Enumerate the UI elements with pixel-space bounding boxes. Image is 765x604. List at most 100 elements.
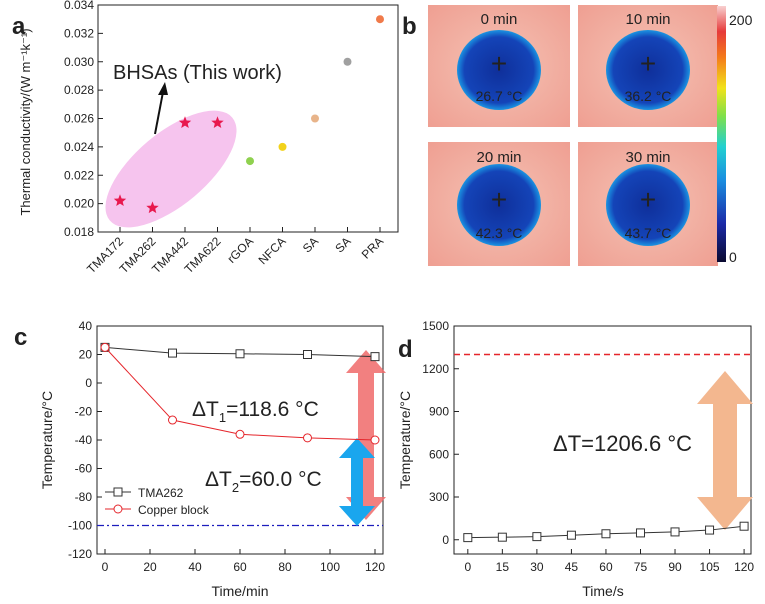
annotation-arrowhead — [158, 82, 168, 95]
thermal-frame-1: 10 min + 36.2 °C — [578, 5, 718, 127]
x-tick-label: 120 — [734, 560, 754, 574]
crosshair-icon: + — [640, 184, 656, 215]
frame-time-label: 10 min — [625, 11, 670, 28]
frame-time-label: 30 min — [625, 149, 670, 166]
y-tick-label: -20 — [75, 405, 93, 419]
y-tick-label: 1500 — [422, 319, 449, 333]
cold-spot — [457, 30, 541, 110]
data-point-square — [168, 348, 177, 358]
x-axis-label-c: Time/min — [211, 583, 268, 599]
x-tick-label: 20 — [143, 560, 157, 574]
colorbar-max-label: 200 — [729, 12, 753, 28]
x-tick-label: 90 — [668, 560, 682, 574]
data-point-dot — [311, 114, 319, 123]
annotation-arrow — [154, 91, 164, 135]
x-tick-label: NFCA — [256, 234, 289, 267]
x-tick-label: 30 — [530, 560, 544, 574]
data-point-square — [235, 349, 245, 359]
frame-temperature-label: 26.7 °C — [476, 88, 523, 104]
colorbar-min-label: 0 — [729, 249, 737, 265]
x-tick-label: 0 — [102, 560, 109, 574]
thermal-frame-3: 30 min + 43.7 °C — [578, 142, 718, 266]
y-tick-label: -60 — [75, 462, 93, 476]
data-point-square — [463, 533, 473, 543]
y-tick-label: 40 — [79, 319, 93, 333]
x-axis-label-d: Time/s — [582, 583, 623, 599]
delta-t-arrow — [697, 371, 753, 530]
data-point-square — [566, 530, 576, 540]
panel-label-b: b — [402, 13, 417, 40]
plot-frame-d — [453, 325, 752, 555]
highlight-ellipse — [105, 110, 237, 228]
panel-d: d 0 300 600 900 1200 1500 0 15 30 45 60 75 90 105 120… — [397, 319, 754, 599]
data-point-star — [113, 194, 127, 206]
x-tick-label: 120 — [365, 560, 385, 574]
svg-text:TMA262: TMA262 — [138, 486, 184, 500]
x-tick-label: 105 — [700, 560, 720, 574]
x-tick-label: SA — [332, 234, 353, 255]
panel-label-d: d — [398, 336, 413, 363]
frame-temperature-label: 42.3 °C — [476, 225, 523, 241]
legend-item-copper-block: Copper block — [105, 503, 210, 517]
delta-t1-arrow — [346, 350, 386, 520]
y-tick-label: 0 — [442, 533, 449, 547]
series-d — [463, 521, 749, 543]
data-point-circle — [370, 435, 380, 445]
data-point-circle — [235, 429, 245, 439]
data-points-a — [113, 15, 384, 214]
cold-spot — [457, 164, 541, 246]
thermal-frame-0: 0 min + 26.7 °C — [428, 5, 570, 127]
y-axis-label-d: Temperature/°C — [397, 391, 413, 489]
series-c — [100, 342, 380, 445]
data-point-star — [178, 116, 192, 128]
panel-b: b 0 min + 26.7 °C 10 min + 36.2 °C 20 mi… — [402, 5, 753, 266]
panel-a: a 0.0180.0200.0220.0240.0260.0280.0300.0… — [12, 0, 399, 276]
x-tick-label: PRA — [359, 234, 386, 261]
data-point-square — [739, 521, 749, 531]
data-point-star — [146, 201, 159, 214]
data-point-square — [370, 352, 380, 362]
y-tick-label: 0.024 — [64, 140, 94, 154]
y-tick-label: 0.022 — [64, 168, 94, 182]
y-tick-label: 300 — [429, 490, 449, 504]
y-tick-label: -80 — [75, 490, 93, 504]
crosshair-icon: + — [640, 48, 656, 79]
cold-spot — [606, 164, 690, 246]
cold-spot — [606, 30, 690, 110]
delta-t2-arrow — [339, 438, 375, 526]
y-tick-label: 20 — [79, 348, 93, 362]
data-point-square — [601, 529, 611, 539]
panel-label-c: c — [14, 324, 27, 351]
x-axis-d: 0 15 30 45 60 75 90 105 120 — [464, 549, 754, 574]
data-point-star — [211, 116, 224, 128]
x-tick-label: 80 — [278, 560, 292, 574]
panel-label-a: a — [12, 13, 26, 40]
svg-text:Copper block: Copper block — [138, 503, 210, 517]
frame-temperature-label: 36.2 °C — [625, 88, 672, 104]
data-point-square — [532, 532, 542, 542]
y-tick-label: -100 — [68, 519, 92, 533]
y-axis-c: -120 -100 -80 -60 -40 -20 0 20 40 — [68, 319, 102, 561]
y-tick-label: 0.020 — [64, 197, 94, 211]
y-tick-label: 1200 — [422, 362, 449, 376]
data-point-dot — [278, 142, 287, 151]
x-tick-label: 0 — [464, 560, 471, 574]
panel-c: c -120 -100 -80 -60 -40 -20 0 20 40 0 20 40 60 80 100… — [14, 319, 386, 599]
legend-c: TMA262 Copper block — [105, 486, 210, 517]
y-tick-label: 0.018 — [64, 225, 94, 239]
data-point-square — [303, 350, 312, 359]
crosshair-icon: + — [491, 184, 507, 215]
x-tick-label: 15 — [496, 560, 510, 574]
y-tick-label: -40 — [75, 433, 93, 447]
x-tick-label: rGOA — [225, 234, 257, 266]
frame-time-label: 20 min — [476, 149, 521, 166]
data-point-square — [670, 527, 680, 537]
data-point-square — [635, 528, 645, 538]
plot-frame-c — [96, 325, 384, 555]
y-tick-label: 0.028 — [64, 83, 94, 97]
data-point-square — [497, 532, 507, 542]
y-tick-label: 0.030 — [64, 55, 94, 69]
y-tick-label: 900 — [429, 405, 449, 419]
